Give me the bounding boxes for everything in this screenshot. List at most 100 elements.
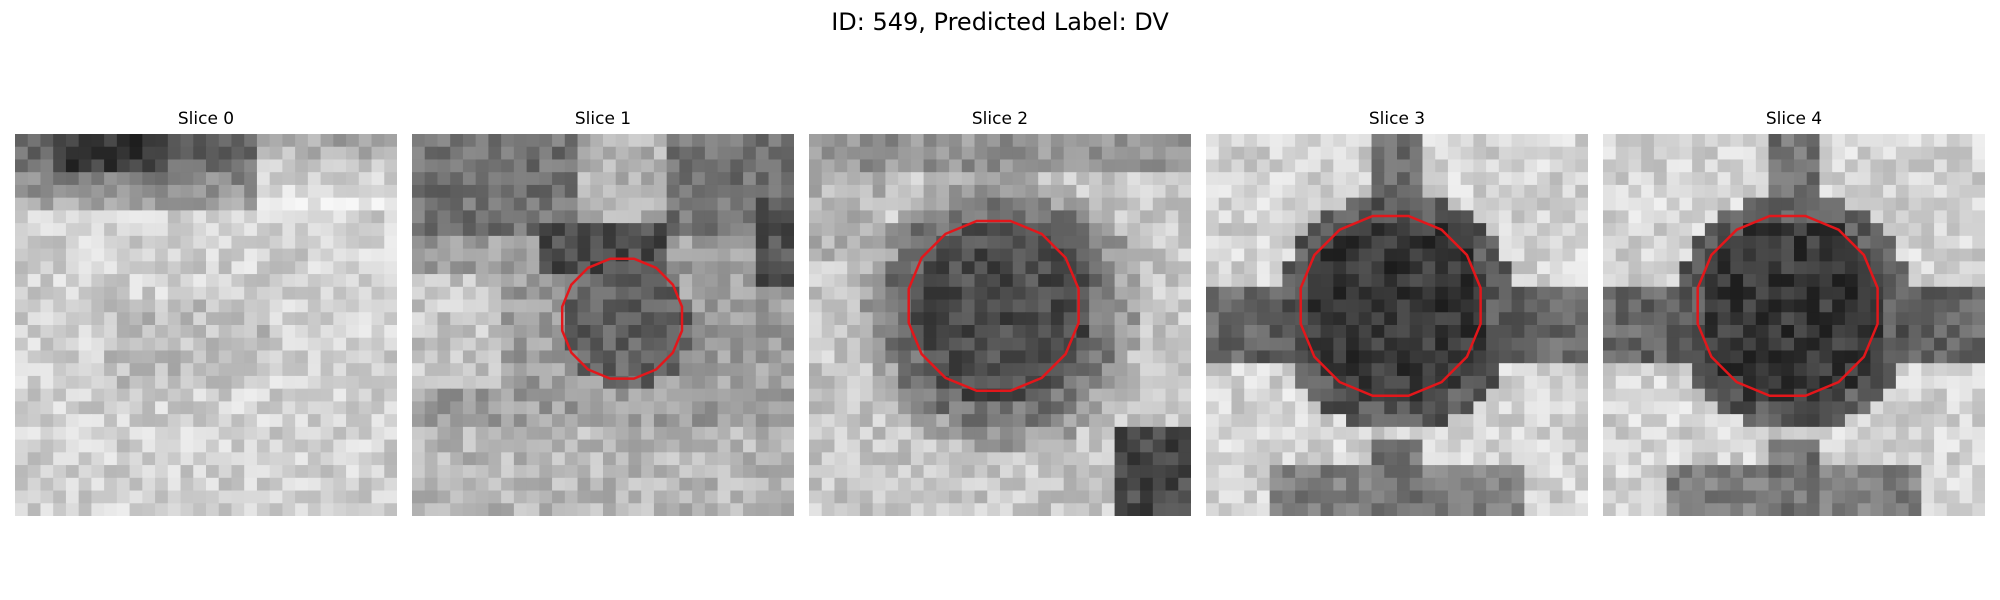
pixel-cell [603,388,617,402]
pixel-cell [371,235,385,250]
pixel-cell [653,388,668,402]
pixel-cell [65,235,80,250]
pixel-cell [1921,274,1935,288]
pixel-cell [206,286,220,301]
pixel-cell [384,184,397,199]
pixel-cell [1127,503,1141,516]
pixel-cell [768,337,782,352]
pixel-cell [1524,184,1538,199]
pixel-cell [1089,248,1103,262]
pixel-cell [1486,477,1500,492]
pixel-cell [834,248,848,262]
pixel-cell [1473,223,1487,237]
pixel-cell [1422,490,1436,504]
pixel-cell [155,350,169,364]
pixel-cell [1358,286,1373,301]
pixel-cell [1409,312,1424,326]
pixel-cell [412,134,426,148]
pixel-cell [859,477,874,492]
pixel-cell [488,235,502,250]
pixel-cell [1562,312,1576,326]
pixel-cell [704,503,719,516]
pixel-cell [834,159,848,173]
pixel-cell [513,248,528,262]
pixel-cell [78,337,92,352]
pixel-cell [1460,210,1474,224]
pixel-cell [872,172,886,186]
pixel-cell [1152,388,1167,402]
pixel-cell [206,363,220,377]
pixel-cell [320,465,334,479]
pixel-cell [1908,235,1922,250]
pixel-cell [1511,426,1525,441]
pixel-cell [1320,465,1334,479]
pixel-cell [1628,197,1642,211]
pixel-cell [1641,401,1655,415]
pixel-cell [1101,477,1116,492]
pixel-cell [1679,465,1693,479]
pixel-cell [910,401,925,415]
pixel-cell [1603,274,1617,288]
pixel-cell [412,261,426,275]
pixel-cell [1755,197,1770,211]
pixel-cell [743,363,757,377]
pixel-cell [1371,439,1385,453]
pixel-cell [1743,235,1757,250]
pixel-cell [717,146,731,161]
pixel-cell [116,286,131,301]
pixel-cell [1012,477,1027,492]
pixel-cell [898,503,912,516]
pixel-cell [590,325,604,339]
pixel-cell [1653,312,1668,326]
pixel-cell [1844,274,1859,288]
pixel-cell [552,363,566,377]
pixel-cell [501,223,515,237]
pixel-cell [1320,452,1334,466]
pixel-cell [781,490,794,504]
pixel-cell [91,172,105,186]
pixel-cell [1615,426,1630,441]
pixel-cell [859,426,874,441]
pixel-cell [821,197,836,211]
pixel-cell [1371,159,1385,173]
pixel-cell [936,197,950,211]
pixel-cell [1140,248,1154,262]
pixel-cell [704,223,719,237]
pixel-cell [1743,184,1757,199]
pixel-cell [1333,261,1347,275]
pixel-cell [475,388,489,402]
pixel-cell [180,146,194,161]
pixel-cell [1832,401,1846,415]
pixel-cell [53,248,67,262]
pixel-cell [692,325,706,339]
pixel-cell [679,350,693,364]
pixel-cell [1498,312,1513,326]
pixel-cell [384,134,397,148]
pixel-cell [603,146,617,161]
pixel-cell [1076,452,1090,466]
pixel-cell [1384,146,1398,161]
pixel-cell [1295,337,1309,352]
pixel-cell [1549,388,1564,402]
pixel-cell [1755,477,1770,492]
pixel-cell [1358,299,1373,313]
pixel-cell [206,172,220,186]
pixel-cell [1498,477,1513,492]
pixel-cell [1486,401,1500,415]
pixel-cell [1653,299,1668,313]
pixel-cell [1295,490,1309,504]
pixel-cell [1140,197,1154,211]
pixel-cell [1050,503,1065,516]
pixel-cell [1152,490,1167,504]
pixel-cell [1063,401,1077,415]
pixel-cell [1628,146,1642,161]
pixel-cell [1050,134,1065,148]
pixel-cell [1152,286,1167,301]
pixel-cell [898,375,912,390]
pixel-cell [15,388,29,402]
pixel-cell [1730,172,1744,186]
pixel-cell [1806,439,1821,453]
pixel-cell [1025,452,1039,466]
pixel-cell [1717,184,1731,199]
pixel-cell [1346,146,1360,161]
